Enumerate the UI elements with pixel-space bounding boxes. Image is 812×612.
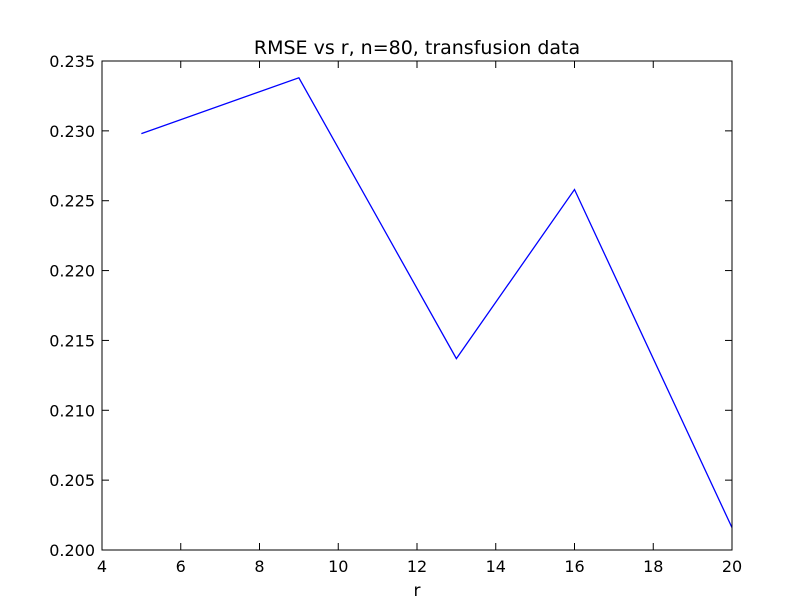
y-tick-label-3: 0.215 [49,331,95,350]
x-tick-label-8: 20 [722,557,742,576]
x-tick-label-4: 12 [407,557,427,576]
y-tick-label-1: 0.205 [49,471,95,490]
series-group [141,76,733,528]
x-tick-label-7: 18 [643,557,663,576]
x-tick-label-1: 6 [176,557,186,576]
x-tick-label-0: 4 [97,557,107,576]
y-tick-label-0: 0.200 [49,541,95,560]
y-tick-label-7: 0.235 [49,52,95,71]
x-tick-label-6: 16 [564,557,584,576]
axis-ticks [101,60,733,551]
y-tick-label-2: 0.210 [49,401,95,420]
y-tick-label-4: 0.220 [49,262,95,281]
x-tick-label-3: 10 [328,557,348,576]
x-tick-label-5: 14 [486,557,506,576]
y-tick-label-5: 0.225 [49,192,95,211]
series-line-0 [141,76,733,528]
x-axis-label: r [414,581,421,601]
tick-labels: 4 6 8 10 12 14 16 18 20 0.200 0.205 0.210 0.215 0.220… [49,52,742,576]
y-tick-label-6: 0.230 [49,122,95,141]
plot-frame [101,60,733,551]
chart-title: RMSE vs r, n=80, transfusion data [254,37,580,59]
x-tick-label-2: 8 [254,557,264,576]
